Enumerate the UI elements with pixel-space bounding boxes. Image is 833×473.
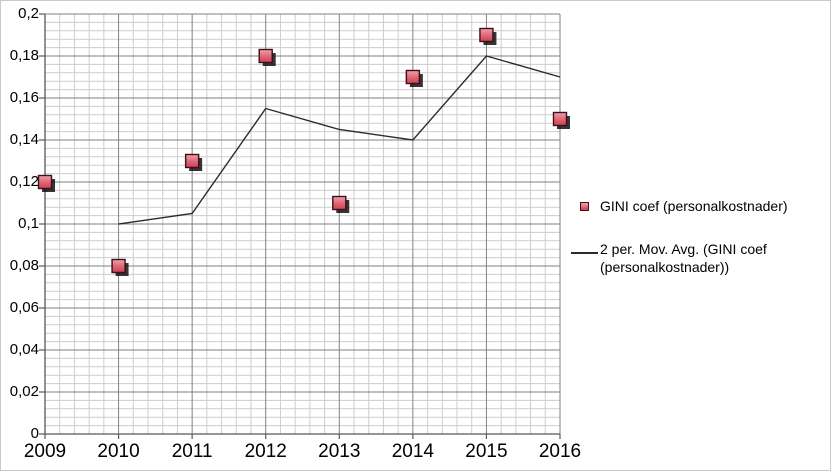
square-marker-icon	[580, 201, 589, 211]
legend-item-gini[interactable]: GINI coef (personalkostnader)	[571, 197, 827, 215]
x-axis-label: 2012	[244, 441, 287, 462]
y-axis-label: 0,06	[9, 299, 39, 316]
x-axis-label: 2013	[318, 441, 361, 462]
y-axis-label: 0	[30, 425, 39, 442]
legend-item-moving-avg[interactable]: 2 per. Mov. Avg. (GINI coef (personalkos…	[571, 240, 827, 276]
y-axis-label: 0,2	[18, 5, 39, 22]
legend: GINI coef (personalkostnader) 2 per. Mov…	[571, 197, 827, 276]
x-axis-label: 2011	[171, 441, 213, 462]
x-axis-label: 2015	[465, 441, 508, 462]
y-axis-label: 0,18	[9, 47, 39, 64]
y-axis-label: 0,16	[9, 89, 39, 106]
x-axis-label: 2016	[538, 441, 582, 462]
gridlines	[44, 13, 561, 435]
y-axis-label: 0,08	[9, 257, 39, 274]
legend-label-gini: GINI coef (personalkostnader)	[600, 198, 788, 214]
line-sample-icon	[571, 252, 598, 254]
x-axis-label: 2009	[23, 441, 67, 462]
x-axis-label: 2010	[97, 441, 140, 462]
y-axis-label: 0,1	[18, 215, 39, 232]
legend-icon-slot	[571, 240, 598, 258]
data-point-markers	[37, 27, 570, 276]
x-axis-label: 2014	[391, 441, 434, 462]
moving-average-line	[118, 55, 561, 225]
y-axis-label: 0,02	[9, 383, 39, 400]
y-axis-label: 0,12	[9, 173, 39, 190]
y-axis-label: 0,04	[9, 341, 39, 358]
legend-icon-slot	[571, 197, 598, 215]
y-axis-label: 0,14	[9, 131, 39, 148]
legend-label-moving-avg: 2 per. Mov. Avg. (GINI coef (personalkos…	[600, 241, 767, 275]
axes	[39, 13, 561, 439]
